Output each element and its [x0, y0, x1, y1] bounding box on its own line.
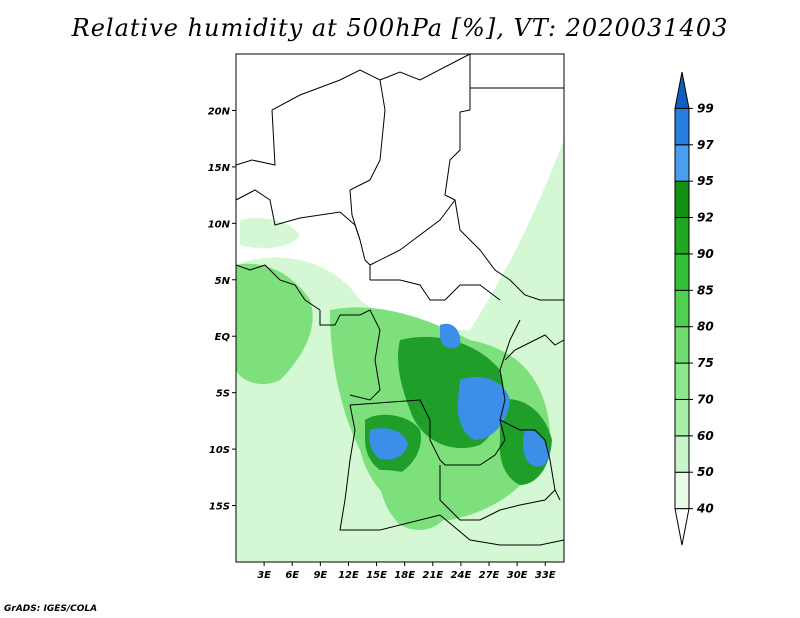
border-line: [349, 319, 521, 466]
lat-tick-label: 15N: [208, 163, 231, 174]
border-line: [499, 419, 561, 501]
lon-tick-label: 12E: [338, 570, 359, 581]
colorbar-label: 80: [697, 320, 714, 334]
border-line: [439, 514, 565, 546]
border-line: [235, 264, 321, 311]
border-line: [235, 189, 361, 241]
colorbar-label: 70: [697, 392, 714, 406]
lon-tick-label: 9E: [313, 570, 327, 581]
colorbar-label: 92: [697, 211, 714, 225]
colorbar-segment: [674, 71, 690, 109]
lat-tick-label: 20N: [208, 106, 231, 117]
humidity-contour: [440, 323, 461, 349]
lon-tick-label: 6E: [285, 570, 299, 581]
border-line: [319, 310, 341, 326]
border-line: [369, 199, 456, 266]
colorbar-segment: [674, 326, 690, 364]
lat-tick-label: 10N: [208, 219, 231, 230]
lat-tick-label: 15S: [209, 502, 230, 513]
humidity-contour: [470, 140, 564, 330]
lat-tick-label: 10S: [209, 445, 230, 456]
credit-label: GrADS: IGES/COLA: [4, 604, 98, 614]
map-frame: [235, 53, 565, 563]
border-line: [444, 54, 564, 301]
colorbar-label: 75: [697, 356, 714, 370]
humidity-contour: [523, 429, 550, 467]
border-line: [370, 279, 501, 301]
map-axes: 20N 15N 10N 5N EQ 5S 10S 15S 3E 6E 9E 12E 15E 18E 21E 2…: [208, 106, 556, 581]
colorbar-segment: [674, 217, 690, 255]
colorbar-segment: [674, 180, 690, 219]
lon-tick-label: 18E: [394, 570, 415, 581]
border-line: [235, 53, 471, 166]
colorbar: 40 50 60 70 75 80 85 90 92 95 97 99: [674, 71, 714, 546]
colorbar-label: 95: [697, 174, 714, 188]
colorbar-label: 97: [697, 138, 714, 152]
colorbar-label: 99: [697, 101, 714, 115]
border-line: [349, 79, 386, 280]
humidity-contour: [379, 470, 450, 530]
border-line: [339, 404, 441, 531]
colorbar-label: 60: [697, 429, 714, 443]
border-line: [469, 87, 564, 110]
colorbar-segment: [674, 289, 690, 328]
colorbar-segment: [674, 362, 690, 400]
humidity-contour: [457, 376, 510, 440]
lon-tick-label: 24E: [451, 570, 472, 581]
colorbar-segment: [674, 435, 690, 473]
border-line: [504, 334, 565, 361]
colorbar-segment: [674, 508, 690, 546]
country-borders: [235, 53, 565, 546]
lon-tick-label: 3E: [257, 570, 271, 581]
colorbar-segment: [674, 471, 690, 510]
lat-tick-label: EQ: [215, 332, 231, 343]
colorbar-segment: [674, 144, 690, 182]
border-line: [340, 309, 381, 401]
colorbar-label: 40: [696, 502, 714, 516]
lat-tick-label: 5S: [216, 389, 230, 400]
lon-tick-label: 30E: [507, 570, 528, 581]
lat-tick-label: 5N: [215, 276, 231, 287]
humidity-field: [236, 140, 564, 562]
chart-title: Relative humidity at 500hPa [%], VT: 202…: [71, 14, 729, 42]
colorbar-segment: [674, 107, 690, 146]
lon-tick-label: 15E: [366, 570, 387, 581]
colorbar-label: 90: [697, 247, 714, 261]
lon-tick-label: 33E: [535, 570, 556, 581]
border-line: [439, 465, 556, 521]
humidity-contour: [369, 428, 408, 460]
colorbar-label: 50: [697, 465, 714, 479]
colorbar-label: 85: [697, 283, 714, 297]
humidity-contour: [240, 218, 300, 248]
colorbar-segment: [674, 253, 690, 291]
colorbar-segment: [674, 398, 690, 437]
lon-tick-label: 21E: [422, 570, 443, 581]
humidity-contour: [236, 263, 313, 385]
lon-tick-label: 27E: [479, 570, 500, 581]
